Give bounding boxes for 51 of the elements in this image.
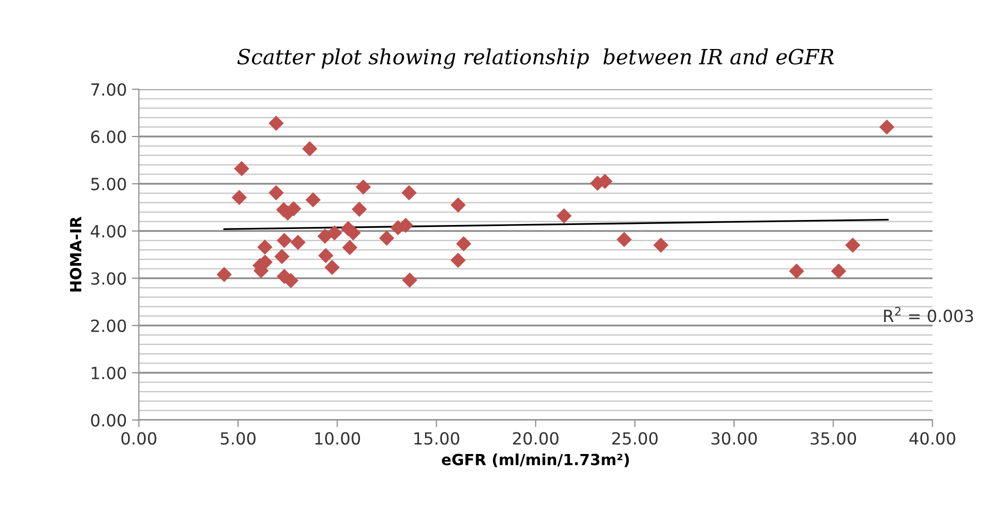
- y-tick-label: 7.00: [91, 83, 126, 96]
- point: [268, 116, 284, 131]
- point: [290, 234, 306, 250]
- y-tick-label: 2.00: [91, 319, 126, 332]
- point: [653, 238, 668, 253]
- y-tick-label: 1.00: [92, 366, 126, 380]
- point: [274, 248, 290, 264]
- point: [788, 264, 804, 279]
- point: [257, 239, 272, 255]
- point: [450, 197, 466, 213]
- y-axis-title: HOMA-IR: [70, 216, 82, 292]
- y-tick-label: 0.00: [91, 414, 126, 427]
- point: [305, 192, 321, 208]
- y-tick-label: 5.00: [91, 178, 126, 190]
- point: [234, 161, 250, 176]
- point: [318, 248, 334, 264]
- point: [326, 225, 342, 240]
- x-tick-label: 5.00: [220, 432, 256, 445]
- x-tick-label: 25.00: [612, 432, 658, 445]
- point: [342, 240, 358, 256]
- x-tick-label: 0.00: [121, 432, 156, 445]
- x-tick-label: 20.00: [513, 432, 558, 445]
- point: [276, 232, 292, 248]
- point: [831, 264, 846, 279]
- point: [302, 141, 318, 156]
- x-axis-title: eGFR (ml/min/1.73m²): [442, 453, 629, 468]
- point: [352, 202, 367, 217]
- point: [450, 252, 466, 268]
- point: [616, 232, 632, 248]
- point: [356, 179, 371, 195]
- x-tick-label: 15.00: [414, 432, 460, 445]
- point: [556, 208, 572, 224]
- point: [401, 185, 417, 200]
- point: [879, 119, 894, 135]
- y-tick-label: 3.00: [91, 272, 126, 285]
- x-tick-label: 40.00: [909, 432, 956, 445]
- point: [232, 190, 247, 206]
- chart-title: Scatter plot showing relationship between IR and eGFR: [237, 48, 834, 69]
- y-tick-label: 4.00: [90, 224, 126, 238]
- annotation: R$^{2}$ = 0.003: [884, 306, 974, 322]
- point: [324, 260, 340, 275]
- point: [216, 266, 232, 282]
- point: [268, 185, 284, 200]
- x-tick-label: 30.00: [711, 432, 757, 445]
- y-tick-label: 6.00: [91, 130, 126, 144]
- x-tick-label: 10.00: [315, 432, 360, 445]
- point: [379, 230, 394, 246]
- point: [402, 272, 418, 288]
- point: [845, 238, 860, 253]
- x-tick-label: 35.00: [810, 432, 856, 445]
- point: [456, 236, 472, 252]
